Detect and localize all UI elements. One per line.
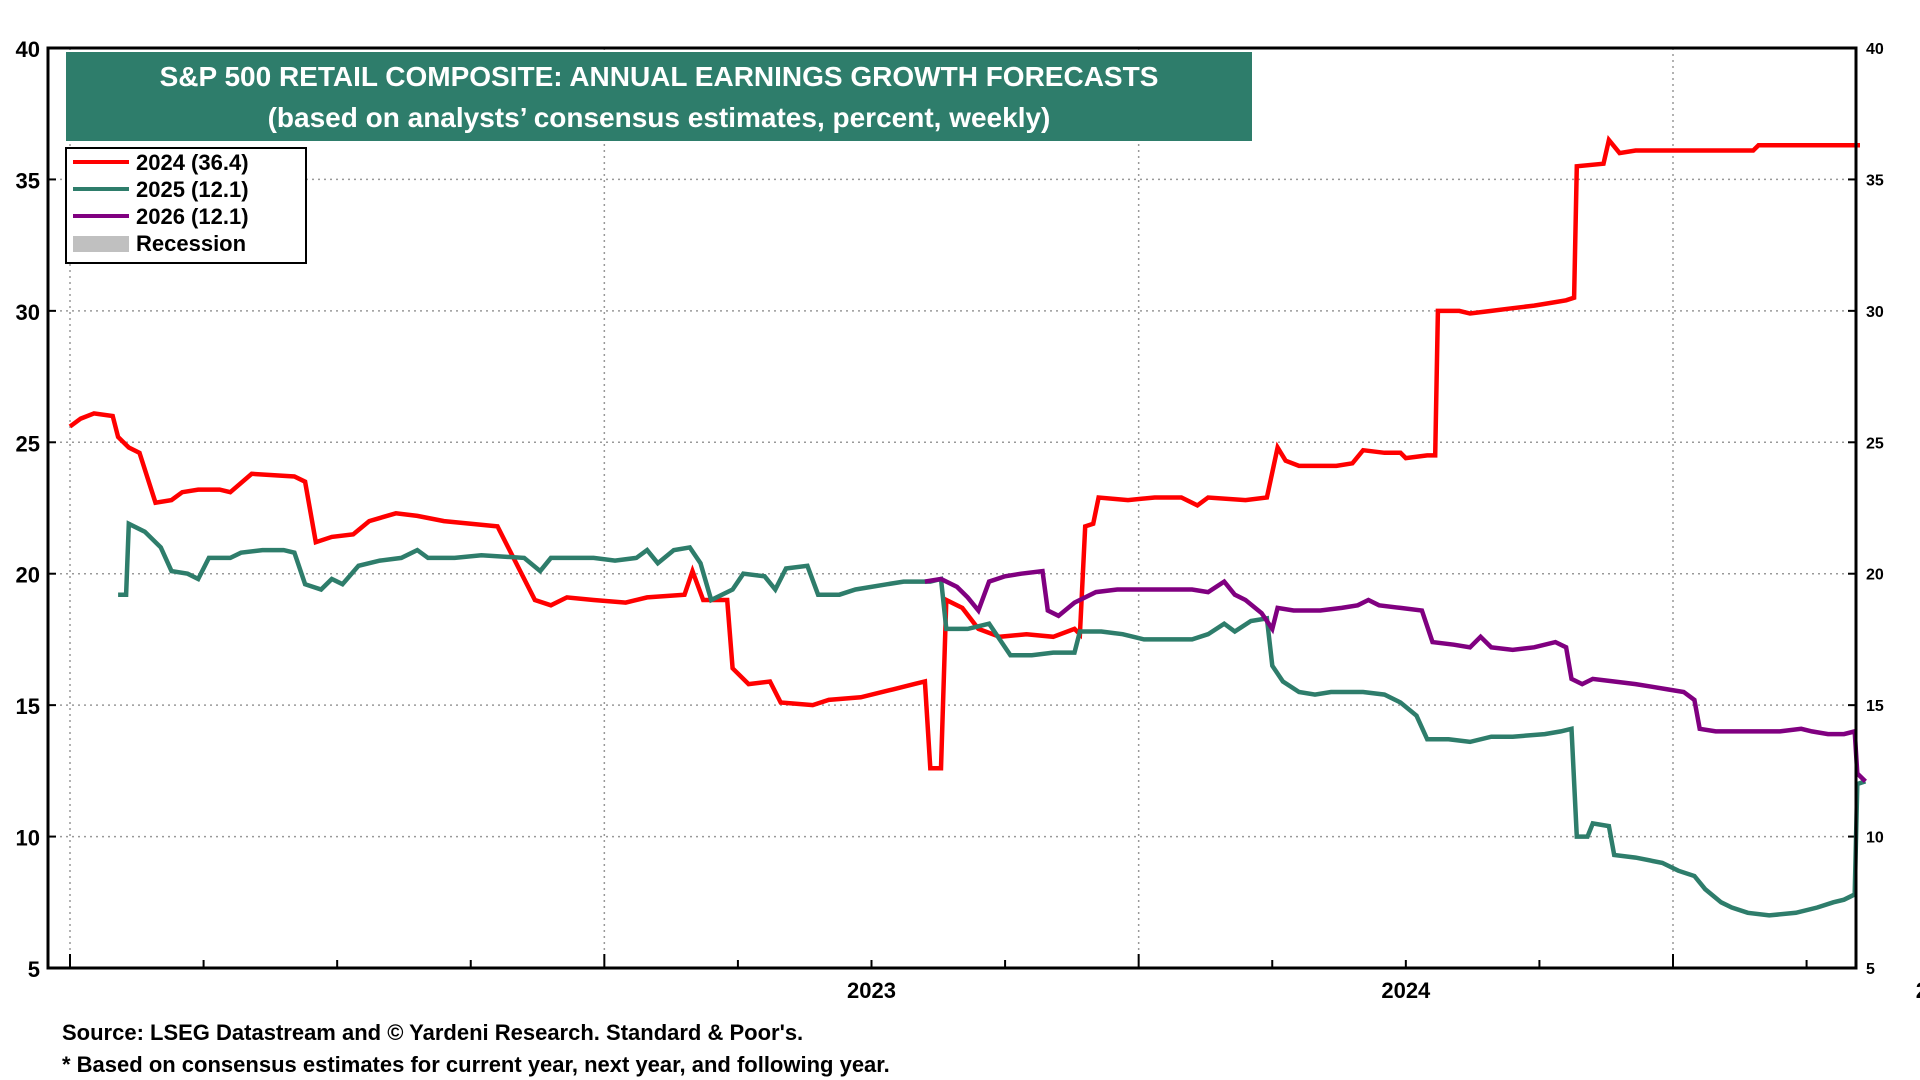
grid [48, 178, 1856, 838]
y-tick-label-right: 15 [1866, 698, 1884, 715]
y-tick-label-right: 30 [1866, 304, 1884, 321]
y-tick-label-left: 40 [16, 37, 40, 62]
y-tick-label-right: 35 [1866, 172, 1884, 189]
y-tick-label-right: 20 [1866, 567, 1884, 584]
y-tick-label-left: 25 [16, 431, 40, 456]
x-tick-label: 2024 [1381, 978, 1431, 1003]
plot-background [48, 48, 1856, 968]
series-line-2025 [118, 520, 1867, 918]
y-tick-label-left: 15 [16, 694, 40, 719]
series-lines [68, 135, 1867, 918]
y-tick-label-left: 35 [16, 168, 40, 193]
series-line-2026 [924, 568, 1867, 784]
chart-subtitle: (based on analysts’ consensus estimates,… [268, 102, 1051, 133]
y-tick-label-right: 40 [1866, 41, 1884, 58]
y-tick-label-right: 10 [1866, 830, 1884, 847]
y-tick-label-right: 25 [1866, 435, 1884, 452]
source-note: Source: LSEG Datastream and © Yardeni Re… [62, 1020, 803, 1045]
y-axis-left: 5 10 15 20 25 30 35 40 [16, 37, 56, 982]
y-tick-label-left: 20 [16, 563, 40, 588]
legend-label-recession: Recession [136, 231, 246, 256]
legend-label-2025: 2025 (12.1) [136, 177, 249, 202]
legend-label-2024: 2024 (36.4) [136, 150, 249, 175]
title-banner [66, 52, 1252, 141]
footnote: * Based on consensus estimates for curre… [62, 1052, 890, 1077]
x-tick-label: 2023 [847, 978, 896, 1003]
legend-label-2026: 2026 (12.1) [136, 204, 249, 229]
chart-title: S&P 500 RETAIL COMPOSITE: ANNUAL EARNING… [160, 61, 1159, 92]
y-tick-label-left: 5 [28, 957, 40, 982]
series-line-2024 [68, 135, 1860, 771]
y-axis-right: 5 10 15 20 25 30 35 40 [1848, 41, 1884, 978]
legend-swatch-recession [73, 236, 129, 252]
legend: 2024 (36.4) 2025 (12.1) 2026 (12.1) Rece… [65, 147, 307, 264]
x-axis: 2023 2024 2025 [69, 954, 1920, 1003]
y-tick-label-left: 10 [16, 826, 40, 851]
y-tick-label-right: 5 [1866, 961, 1875, 978]
plot-frame [46, 46, 1858, 970]
x-tick-label: 2025 [1916, 978, 1920, 1003]
y-tick-label-left: 30 [16, 300, 40, 325]
